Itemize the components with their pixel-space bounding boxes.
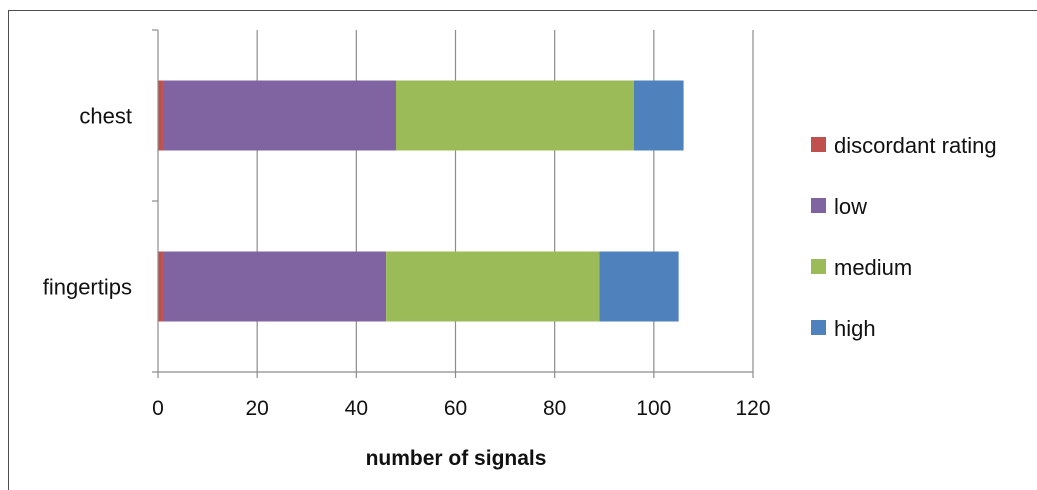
bar-fingertips-low bbox=[162, 251, 387, 322]
bar-fingertips-discordant-rating bbox=[158, 251, 163, 322]
bar-fingertips-high bbox=[599, 251, 679, 322]
legend-swatch-low bbox=[811, 198, 826, 213]
chart-frame bbox=[8, 10, 1037, 490]
bar-fingertips-medium bbox=[386, 251, 600, 322]
x-tick-label-0: 0 bbox=[152, 397, 164, 420]
x-axis-title: number of signals bbox=[366, 447, 547, 470]
x-tick-label-20: 20 bbox=[245, 397, 268, 420]
category-labels: chest fingertips bbox=[43, 104, 132, 300]
x-tick-labels: 0 20 40 60 80 100 120 bbox=[152, 397, 770, 420]
legend-label-medium: medium bbox=[834, 255, 912, 280]
bar-chest-high bbox=[634, 80, 684, 151]
bar-chest-discordant-rating bbox=[158, 80, 163, 151]
legend-swatch-high bbox=[811, 320, 826, 335]
legend-label-low: low bbox=[834, 194, 867, 219]
bars bbox=[158, 80, 684, 322]
x-tick-label-120: 120 bbox=[735, 397, 770, 420]
x-tick-label-100: 100 bbox=[636, 397, 671, 420]
bar-chest-low bbox=[162, 80, 396, 151]
bar-chest-medium bbox=[396, 80, 634, 151]
legend-label-high: high bbox=[834, 316, 876, 341]
legend: discordant rating low medium high bbox=[811, 133, 997, 341]
legend-swatch-discordant-rating bbox=[811, 137, 826, 152]
category-label-chest: chest bbox=[79, 104, 132, 129]
category-label-fingertips: fingertips bbox=[43, 275, 132, 300]
x-tick-label-80: 80 bbox=[543, 397, 566, 420]
x-tick-label-40: 40 bbox=[345, 397, 368, 420]
x-tick-label-60: 60 bbox=[444, 397, 467, 420]
axes bbox=[152, 29, 754, 378]
legend-label-discordant-rating: discordant rating bbox=[834, 133, 997, 158]
legend-swatch-medium bbox=[811, 259, 826, 274]
